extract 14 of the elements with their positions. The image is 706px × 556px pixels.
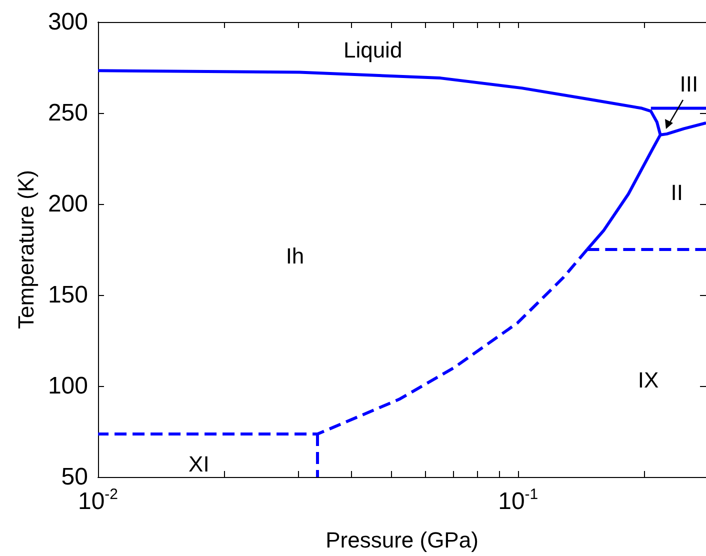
y-axis-title: Temperature (K) [14, 170, 39, 329]
y-tick-label: 50 [61, 464, 88, 490]
annotation: IX [638, 368, 659, 393]
y-tick-label: 300 [48, 8, 88, 36]
y-tick-label: 200 [48, 190, 88, 218]
y-tick-label: 100 [48, 372, 88, 400]
annotation: Liquid [343, 38, 402, 62]
annotation: III [680, 71, 698, 96]
annotation: II [670, 180, 683, 206]
annotation: Ih [286, 244, 304, 269]
annotation: XI [188, 452, 210, 477]
x-axis-title: Pressure (GPa) [326, 528, 478, 552]
y-tick-label: 250 [48, 100, 88, 126]
y-tick-label: 150 [48, 282, 88, 308]
